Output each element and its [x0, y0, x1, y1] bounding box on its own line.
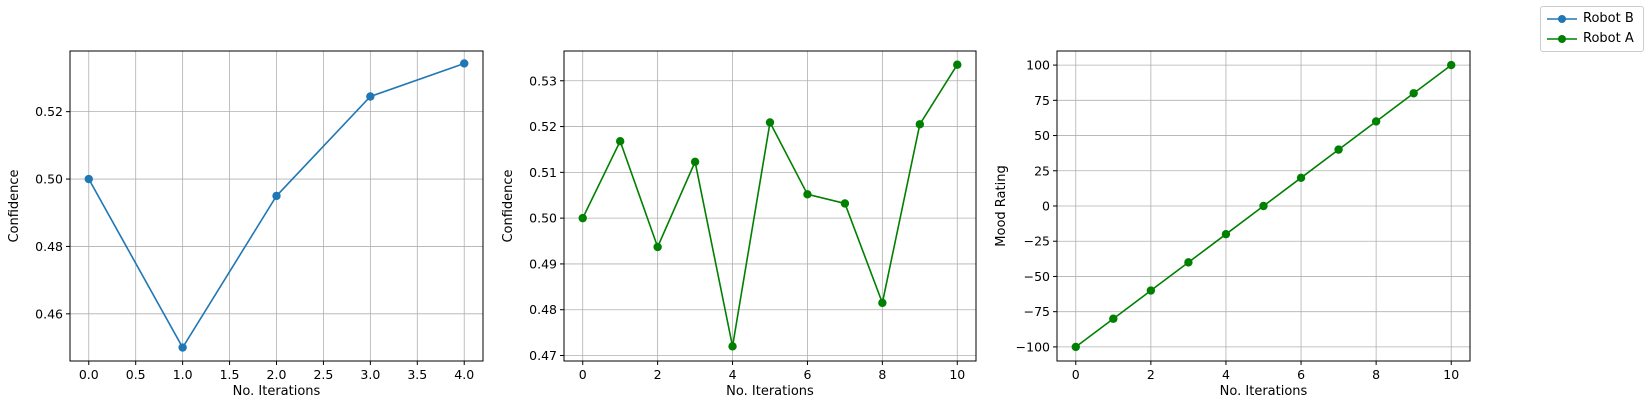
x-tick-label: 6 [1297, 367, 1305, 382]
x-tick-label: 3.0 [360, 367, 380, 382]
x-tick-label: 6 [803, 367, 811, 382]
x-tick-label: 4 [1222, 367, 1230, 382]
y-tick-label: 0.50 [35, 172, 63, 187]
x-axis-label: No. Iterations [726, 384, 814, 399]
y-tick-label: 0.48 [35, 239, 63, 254]
y-tick-label: 0.53 [529, 73, 557, 88]
y-tick-label: −100 [1016, 339, 1050, 354]
y-tick-label: 0.52 [529, 119, 557, 134]
data-point [728, 342, 737, 351]
chart-2: 0 2 4 6 8 10 0.47 0.48 0.49 0.50 0.51 0.52 0.53 No. I… [501, 50, 977, 399]
y-tick-label: 0 [1042, 199, 1050, 214]
chart-1: 0.0 0.5 1.0 1.5 2.0 2.5 3.0 3.5 4.0 0.46 0.48 0.50 0… [7, 50, 484, 399]
x-tick-label: 4.0 [454, 367, 474, 382]
data-point [272, 191, 281, 201]
x-tick-label: 2.5 [313, 367, 333, 382]
y-tick-label: 0.51 [529, 165, 557, 180]
data-point [615, 137, 625, 146]
y-tick-label: −50 [1024, 269, 1050, 284]
y-tick-label: 0.50 [529, 211, 557, 226]
y-tick-label: 50 [1034, 128, 1050, 143]
data-point [1221, 229, 1231, 239]
data-point [1334, 145, 1343, 154]
data-point [460, 59, 469, 68]
y-axis-label: Confidence [7, 169, 22, 242]
data-point [653, 242, 662, 252]
chart-3: 0 2 4 6 8 10 −100 −75 −50 −25 0 25 50 75 100 No. Iterat… [994, 50, 1471, 399]
y-tick-label: 0.49 [529, 256, 557, 271]
data-point [878, 298, 887, 308]
x-tick-label: 3.5 [407, 367, 427, 382]
data-point [1071, 342, 1080, 352]
legend-marker-robot-a [1547, 35, 1577, 43]
y-tick-label: −25 [1024, 234, 1050, 249]
data-point [690, 157, 700, 167]
x-tick-label: 1.5 [220, 367, 240, 382]
y-tick-label: −75 [1024, 304, 1050, 319]
data-point [765, 118, 775, 127]
x-tick-label: 0.5 [126, 367, 146, 382]
y-tick-label: 0.47 [529, 348, 557, 363]
data-point [803, 190, 812, 199]
y-axis-label: Confidence [501, 169, 516, 242]
legend-entry-robot-b: Robot B [1541, 9, 1643, 29]
data-point [1296, 173, 1306, 183]
legend: Robot B Robot A [1540, 6, 1644, 52]
data-point [84, 174, 93, 184]
x-tick-label: 8 [878, 367, 886, 382]
legend-entry-robot-a: Robot A [1541, 29, 1643, 49]
x-tick-label: 10 [949, 367, 965, 382]
series-line [582, 64, 958, 347]
y-tick-label: 0.46 [35, 306, 63, 321]
x-tick-label: 0 [1072, 367, 1080, 382]
data-point [578, 213, 587, 223]
data-point [1146, 286, 1156, 295]
data-point [1447, 60, 1456, 70]
x-tick-label: 0 [579, 367, 587, 382]
x-tick-label: 0.0 [79, 367, 99, 382]
data-point [178, 343, 187, 352]
data-point [1109, 314, 1118, 323]
x-tick-label: 8 [1372, 367, 1380, 382]
data-point [953, 60, 962, 69]
x-axis-label: No. Iterations [233, 384, 321, 399]
y-tick-label: 25 [1034, 163, 1050, 178]
x-tick-label: 2 [654, 367, 662, 382]
data-point [1371, 117, 1381, 126]
legend-label-robot-b: Robot B [1583, 11, 1634, 26]
x-tick-label: 2.0 [267, 367, 287, 382]
y-axis-label: Mood Rating [994, 165, 1009, 246]
legend-marker-robot-b [1547, 15, 1577, 23]
legend-label-robot-a: Robot A [1583, 31, 1634, 46]
x-tick-label: 4 [729, 367, 737, 382]
plot-frame [563, 50, 977, 362]
y-tick-label: 0.48 [529, 302, 557, 317]
y-tick-label: 75 [1034, 93, 1050, 108]
x-tick-label: 10 [1443, 367, 1459, 382]
x-tick-label: 2 [1147, 367, 1155, 382]
data-point [840, 199, 850, 208]
x-axis-label: No. Iterations [1220, 384, 1308, 399]
y-tick-label: 100 [1026, 58, 1050, 73]
data-point [1409, 89, 1418, 98]
y-tick-label: 0.52 [35, 104, 63, 119]
data-point [366, 92, 375, 101]
data-point [1259, 201, 1268, 211]
x-tick-label: 1.0 [173, 367, 193, 382]
data-point [1184, 258, 1193, 267]
data-point [915, 120, 925, 129]
